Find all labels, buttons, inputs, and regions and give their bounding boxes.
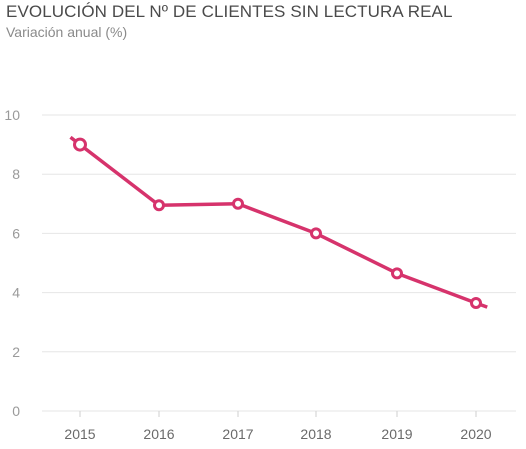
data-point-2018 bbox=[310, 227, 322, 240]
y-tick-label: 6 bbox=[12, 225, 20, 241]
x-tick-label: 2018 bbox=[300, 426, 331, 442]
data-point-2017 bbox=[232, 197, 244, 210]
y-tick-label: 2 bbox=[12, 344, 20, 360]
y-tick-label: 4 bbox=[12, 285, 20, 301]
y-tick-label: 10 bbox=[4, 107, 20, 123]
x-tick-label: 2016 bbox=[143, 426, 174, 442]
gridlines bbox=[42, 114, 516, 412]
data-point-2015 bbox=[73, 137, 87, 152]
data-point-2020 bbox=[470, 296, 482, 309]
data-point-2019 bbox=[391, 267, 403, 280]
x-tick-label: 2017 bbox=[222, 426, 253, 442]
y-tick-label: 0 bbox=[12, 403, 20, 419]
data-point-2016 bbox=[153, 199, 165, 212]
series-layer bbox=[69, 135, 488, 309]
x-axis-ticks: 2015 2016 2017 2018 2019 2020 bbox=[64, 411, 492, 442]
series-line bbox=[69, 135, 488, 309]
y-axis-ticks: 0 2 4 6 8 10 bbox=[4, 107, 20, 419]
y-tick-label: 8 bbox=[12, 166, 20, 182]
chart-title: EVOLUCIÓN DEL Nº DE CLIENTES SIN LECTURA… bbox=[6, 2, 453, 21]
chart-subtitle: Variación anual (%) bbox=[6, 24, 128, 40]
x-tick-label: 2019 bbox=[381, 426, 412, 442]
x-tick-label: 2020 bbox=[460, 426, 491, 442]
x-tick-label: 2015 bbox=[64, 426, 95, 442]
